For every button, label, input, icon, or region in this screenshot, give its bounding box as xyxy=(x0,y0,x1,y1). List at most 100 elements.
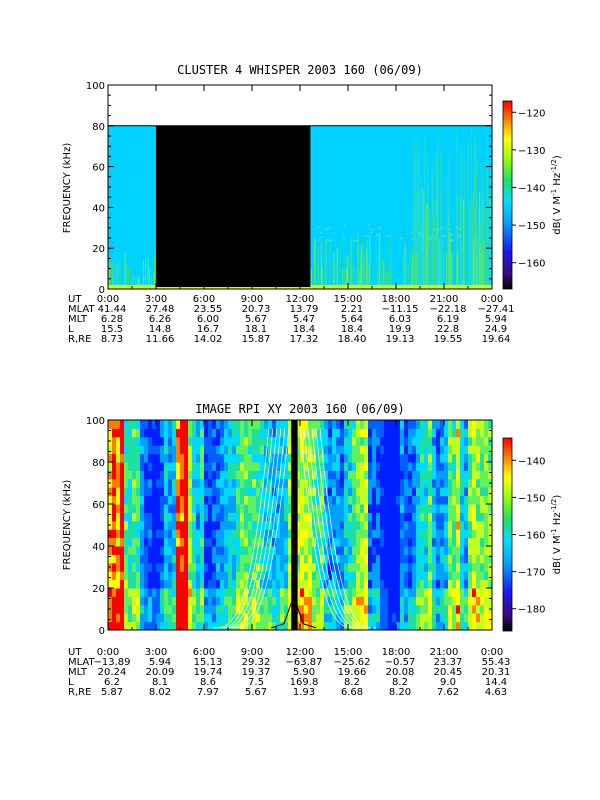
spectral-cell xyxy=(360,428,365,438)
spectral-cell xyxy=(176,512,181,522)
spectral-cell xyxy=(116,562,121,572)
spectral-streak xyxy=(483,206,485,289)
ephemeris-value: 9:00 xyxy=(241,647,263,658)
spectral-cell xyxy=(192,604,197,614)
spectral-cell xyxy=(356,470,361,480)
spectral-cell xyxy=(476,428,481,438)
spectral-cell xyxy=(432,495,437,505)
ephemeris-row-name: MLAT xyxy=(68,304,95,315)
spectral-cell xyxy=(188,529,193,539)
spectral-cell xyxy=(196,546,201,555)
spectral-cell xyxy=(128,554,133,564)
spectral-cell xyxy=(452,571,457,581)
spectral-cell xyxy=(200,554,205,564)
spectral-cell xyxy=(188,478,193,488)
spectral-fleck xyxy=(433,236,437,239)
spectral-cell xyxy=(364,520,369,530)
spectral-cell xyxy=(348,495,353,505)
spectral-cell xyxy=(360,613,365,623)
spectral-cell xyxy=(152,495,157,505)
spectral-cell xyxy=(184,546,189,555)
spectral-cell xyxy=(188,588,193,597)
spectral-cell xyxy=(288,529,293,539)
spectral-cell xyxy=(388,495,393,505)
spectral-cell xyxy=(300,554,305,564)
spectral-cell xyxy=(312,495,317,505)
spectral-cell xyxy=(308,436,313,446)
spectral-cell xyxy=(188,436,193,446)
spectral-cell xyxy=(136,562,141,572)
spectral-cell xyxy=(272,520,277,530)
spectral-cell xyxy=(144,571,149,581)
spectral-cell xyxy=(296,495,301,505)
spectral-cell xyxy=(276,478,281,488)
spectral-cell xyxy=(180,613,185,623)
spectral-cell xyxy=(280,621,285,630)
spectral-cell xyxy=(268,546,273,555)
spectral-cell xyxy=(112,537,117,547)
spectral-cell xyxy=(416,487,421,497)
spectral-cell xyxy=(260,428,265,438)
spectral-cell xyxy=(344,428,349,438)
spectral-cell xyxy=(244,478,249,488)
spectral-cell xyxy=(388,588,393,597)
spectral-cell xyxy=(456,579,461,589)
spectral-cell xyxy=(420,621,425,630)
spectral-cell xyxy=(128,613,133,623)
spectral-cell xyxy=(312,571,317,581)
spectral-cell xyxy=(200,487,205,497)
spectral-cell xyxy=(444,537,449,547)
spectral-cell xyxy=(452,613,457,623)
spectral-cell xyxy=(344,613,349,623)
spectral-cell xyxy=(396,588,401,597)
spectral-cell xyxy=(248,546,253,555)
spectral-cell xyxy=(252,537,257,547)
spectral-cell xyxy=(244,554,249,564)
spectral-cell xyxy=(176,436,181,446)
spectral-fleck xyxy=(411,238,415,240)
spectral-cell xyxy=(112,445,117,455)
spectral-cell xyxy=(388,537,393,547)
spectral-cell xyxy=(488,420,492,429)
ephemeris-value: 6.19 xyxy=(437,314,459,325)
data-gap xyxy=(156,125,311,287)
spectral-cell xyxy=(400,504,405,513)
spectral-cell xyxy=(224,428,229,438)
spectral-cell xyxy=(480,420,485,429)
spectral-cell xyxy=(324,621,329,630)
spectral-cell xyxy=(412,478,417,488)
resonance-curve xyxy=(220,428,278,629)
spectral-cell xyxy=(356,554,361,564)
spectral-cell xyxy=(352,613,357,623)
spectral-cell xyxy=(480,487,485,497)
spectral-cell xyxy=(372,478,377,488)
spectral-cell xyxy=(256,588,261,597)
spectral-streak xyxy=(366,240,368,289)
spectral-cell xyxy=(336,571,341,581)
spectral-cell xyxy=(220,504,225,513)
spectral-cell xyxy=(312,554,317,564)
spectral-cell xyxy=(404,613,409,623)
spectral-cell xyxy=(396,504,401,513)
spectral-cell xyxy=(368,596,373,606)
spectral-cell xyxy=(260,453,265,463)
spectral-cell xyxy=(360,546,365,555)
spectral-cell xyxy=(448,579,453,589)
spectral-cell xyxy=(120,436,125,446)
spectral-streak xyxy=(467,140,469,289)
spectral-cell xyxy=(320,504,325,513)
spectral-cell xyxy=(440,529,445,539)
spectral-cell xyxy=(216,604,221,614)
spectral-streak xyxy=(349,241,351,289)
spectral-cell xyxy=(324,596,329,606)
spectral-cell xyxy=(372,470,377,480)
ephemeris-value: 5.67 xyxy=(245,314,267,325)
resonance-curve xyxy=(319,428,376,629)
spectral-cell xyxy=(348,554,353,564)
spectral-cell xyxy=(444,520,449,530)
spectral-cell xyxy=(136,546,141,555)
spectral-streak xyxy=(137,275,139,289)
spectral-cell xyxy=(368,420,373,429)
spectral-cell xyxy=(144,478,149,488)
spectral-cell xyxy=(200,562,205,572)
